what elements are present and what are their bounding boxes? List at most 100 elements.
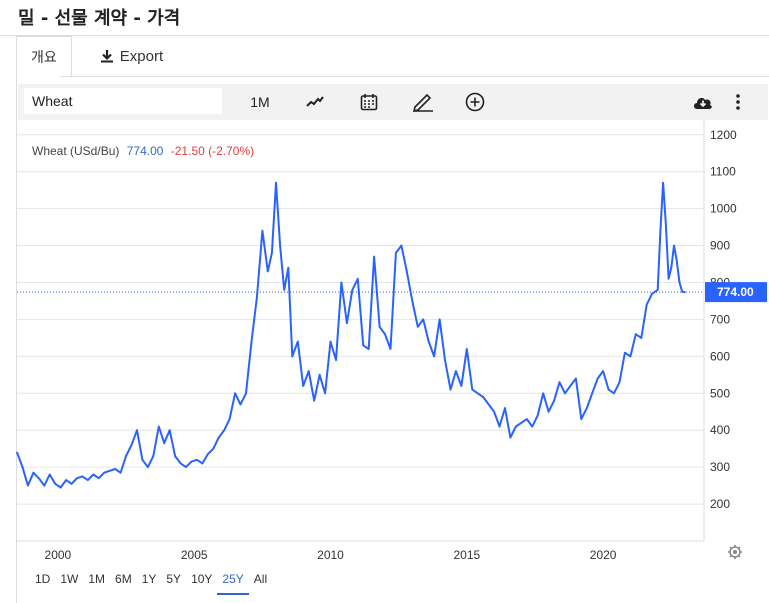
range-5y[interactable]: 5Y (166, 572, 182, 586)
data-point (54, 483, 56, 485)
tab-overview[interactable]: 개요 (16, 36, 72, 78)
data-point (531, 425, 534, 428)
data-point (279, 244, 281, 247)
data-point (27, 484, 29, 487)
data-point (32, 471, 35, 474)
data-point (389, 348, 392, 350)
header-divider (0, 35, 769, 36)
y-tick-label: 700 (710, 312, 730, 326)
pencil-icon[interactable] (410, 89, 436, 115)
data-point (70, 483, 73, 485)
data-point (136, 429, 138, 432)
data-point (65, 479, 67, 481)
data-point (163, 442, 165, 444)
data-point (378, 326, 381, 328)
range-6m[interactable]: 6M (115, 572, 132, 586)
last-price-badge (705, 282, 767, 303)
interval-button[interactable]: 1M (250, 94, 270, 110)
legend-name: Wheat (USd/Bu) (32, 144, 119, 158)
data-point (618, 381, 621, 384)
data-point (433, 355, 435, 358)
data-point (168, 429, 171, 432)
data-point (596, 377, 599, 380)
data-point (466, 348, 468, 350)
data-point (476, 392, 479, 395)
data-point (313, 399, 316, 402)
cloud-download-icon[interactable] (690, 89, 716, 115)
data-point (147, 466, 149, 468)
data-point (119, 471, 122, 474)
more-vertical-icon[interactable] (728, 89, 748, 115)
price-series-line (16, 181, 686, 489)
settings-gear-icon (728, 545, 742, 559)
line-chart-icon[interactable] (302, 89, 328, 115)
x-tick-label: 2020 (590, 548, 617, 562)
data-point (48, 473, 51, 476)
calendar-icon[interactable] (356, 89, 382, 115)
download-icon (100, 50, 113, 63)
data-point (324, 392, 326, 395)
data-point (217, 436, 220, 439)
data-point (553, 399, 555, 402)
data-point (21, 466, 24, 468)
range-1y[interactable]: 1Y (141, 572, 157, 586)
data-point (509, 436, 512, 439)
data-point (504, 407, 506, 409)
range-1m[interactable]: 1M (88, 572, 106, 586)
data-point (536, 414, 539, 417)
data-point (526, 418, 528, 420)
data-point (482, 396, 485, 398)
data-point (207, 453, 209, 456)
range-1d[interactable]: 1D (35, 572, 51, 586)
data-point (542, 392, 544, 395)
data-point (471, 388, 474, 391)
data-point (673, 244, 675, 247)
data-point (351, 289, 354, 291)
data-point (357, 278, 359, 280)
data-point (196, 459, 198, 461)
data-point (179, 462, 182, 465)
data-point (455, 370, 457, 372)
data-point (645, 303, 648, 306)
range-10y[interactable]: 10Y (191, 572, 213, 586)
y-tick-label: 600 (710, 349, 730, 363)
range-25y[interactable]: 25Y (217, 570, 249, 595)
export-button[interactable]: Export (72, 36, 191, 76)
data-point (201, 462, 204, 465)
data-point (667, 278, 670, 280)
data-point (427, 340, 430, 343)
data-point (613, 392, 615, 395)
data-point (335, 359, 337, 361)
data-point (228, 418, 231, 420)
data-point (670, 266, 673, 269)
y-tick-label: 1200 (710, 128, 737, 142)
data-point (362, 344, 365, 347)
data-point (659, 230, 662, 232)
data-point (602, 370, 604, 372)
data-point (287, 266, 290, 269)
data-point (92, 473, 95, 476)
data-point (267, 270, 269, 273)
chart-toolbar: 1M (18, 84, 768, 120)
data-point (591, 392, 593, 395)
plus-circle-icon[interactable] (462, 89, 488, 115)
data-point (665, 222, 667, 225)
y-tick-label: 500 (710, 386, 730, 400)
data-point (340, 281, 343, 284)
data-point (558, 381, 561, 384)
last-price-label: 774.00 (717, 285, 754, 299)
y-tick-label: 1100 (710, 165, 736, 179)
data-point (130, 444, 133, 446)
data-point (681, 290, 683, 293)
data-point (629, 355, 632, 358)
range-all[interactable]: All (253, 572, 268, 586)
data-point (256, 296, 258, 299)
range-1w[interactable]: 1W (60, 572, 79, 586)
data-point (239, 403, 242, 406)
data-point (87, 479, 89, 481)
data-point (283, 289, 286, 291)
symbol-search-input[interactable] (24, 88, 222, 114)
export-label: Export (119, 47, 164, 65)
data-point (684, 291, 686, 293)
